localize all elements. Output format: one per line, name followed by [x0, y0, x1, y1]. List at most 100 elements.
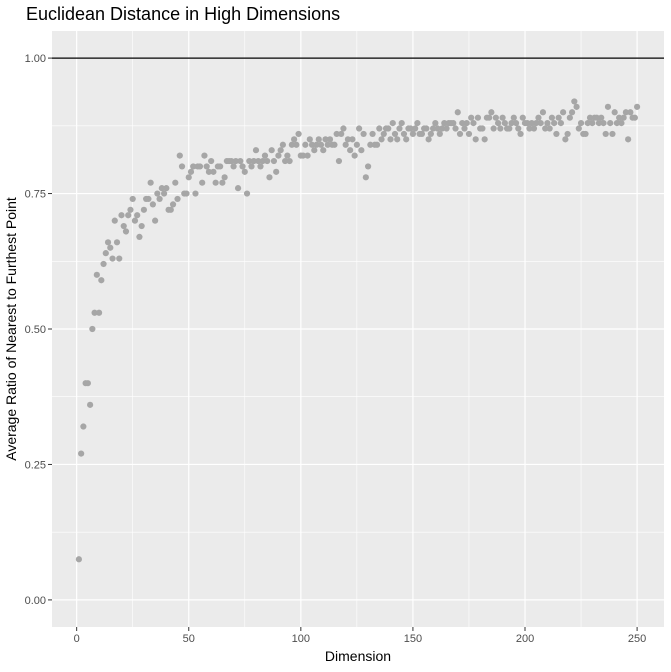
data-point: [313, 141, 320, 148]
data-point: [102, 250, 109, 257]
data-point: [454, 109, 461, 116]
data-point: [306, 136, 313, 143]
data-point: [91, 309, 98, 316]
y-tick-label: 0.50: [25, 324, 46, 336]
data-point: [232, 157, 239, 165]
data-point: [178, 163, 186, 170]
data-point: [248, 163, 255, 170]
data-point: [208, 157, 215, 165]
data-point: [196, 163, 204, 170]
data-point: [183, 190, 190, 197]
data-point: [163, 185, 170, 192]
data-point: [622, 109, 629, 116]
x-tick-label: 250: [628, 633, 646, 645]
data-point: [252, 147, 260, 154]
data-point: [331, 141, 338, 148]
x-tick-label: 100: [292, 633, 310, 645]
data-point: [324, 141, 331, 148]
data-point: [230, 163, 237, 170]
data-point: [391, 130, 399, 138]
data-point: [515, 125, 522, 132]
data-point: [607, 120, 614, 127]
data-point: [205, 168, 213, 175]
data-point: [530, 125, 538, 132]
data-point: [279, 141, 286, 148]
data-points: [75, 98, 641, 563]
y-tick-label: 0.00: [25, 595, 46, 607]
data-point: [593, 114, 600, 121]
data-point: [557, 120, 564, 127]
data-point: [528, 120, 535, 127]
x-axis-ticks: 0 50 100 150 200 250: [74, 627, 646, 645]
data-point: [320, 147, 327, 154]
data-point: [441, 120, 448, 127]
data-point: [463, 120, 470, 127]
y-tick-label: 1.00: [25, 53, 46, 65]
data-point: [243, 190, 251, 197]
data-point: [107, 244, 114, 251]
data-point: [266, 174, 273, 181]
data-point: [560, 109, 567, 116]
chart-title: Euclidean Distance in High Dimensions: [26, 4, 340, 24]
data-point: [239, 163, 246, 170]
data-point: [250, 157, 257, 165]
data-point: [78, 450, 85, 457]
data-point: [589, 120, 596, 127]
data-point: [616, 114, 623, 121]
data-point: [203, 163, 210, 170]
data-point: [147, 179, 154, 186]
data-point: [586, 114, 594, 121]
data-point: [595, 120, 603, 127]
data-point: [138, 222, 145, 230]
data-point: [326, 136, 334, 143]
data-point: [129, 195, 136, 203]
data-point: [407, 125, 414, 132]
data-point: [369, 130, 376, 138]
data-point: [140, 206, 148, 213]
data-point: [501, 120, 508, 127]
data-point: [353, 141, 360, 148]
data-point: [376, 125, 383, 132]
data-point: [315, 136, 322, 143]
data-point: [134, 212, 141, 219]
data-point: [634, 103, 641, 110]
data-point: [270, 157, 278, 165]
data-point: [192, 190, 199, 197]
data-point: [618, 120, 625, 127]
data-point: [434, 125, 441, 132]
data-point: [172, 179, 179, 186]
data-point: [519, 114, 526, 121]
y-tick-label: 0.75: [25, 189, 46, 201]
data-point: [577, 120, 585, 127]
data-point: [459, 120, 466, 127]
data-point: [185, 174, 192, 181]
data-point: [396, 125, 403, 132]
data-point: [490, 125, 497, 132]
data-point: [611, 109, 618, 116]
data-point: [158, 185, 165, 192]
data-point: [542, 125, 549, 132]
data-point: [199, 179, 206, 186]
data-point: [438, 125, 446, 132]
data-point: [582, 130, 589, 138]
data-point: [544, 120, 551, 127]
data-point: [537, 120, 544, 127]
data-point: [499, 114, 506, 121]
data-point: [264, 157, 271, 165]
data-point: [190, 163, 197, 170]
data-point: [631, 114, 638, 121]
data-point: [602, 130, 609, 138]
data-point: [228, 157, 235, 165]
data-point: [356, 125, 363, 132]
data-point: [456, 130, 464, 138]
data-point: [268, 147, 275, 154]
data-point: [400, 130, 408, 138]
data-point: [340, 125, 347, 132]
data-point: [512, 120, 520, 127]
data-point: [154, 190, 161, 197]
data-point: [246, 157, 253, 165]
y-axis-title: Average Ratio of Nearest to Furthest Poi…: [3, 197, 19, 461]
y-tick-label: 0.25: [25, 459, 46, 471]
data-point: [273, 168, 280, 175]
